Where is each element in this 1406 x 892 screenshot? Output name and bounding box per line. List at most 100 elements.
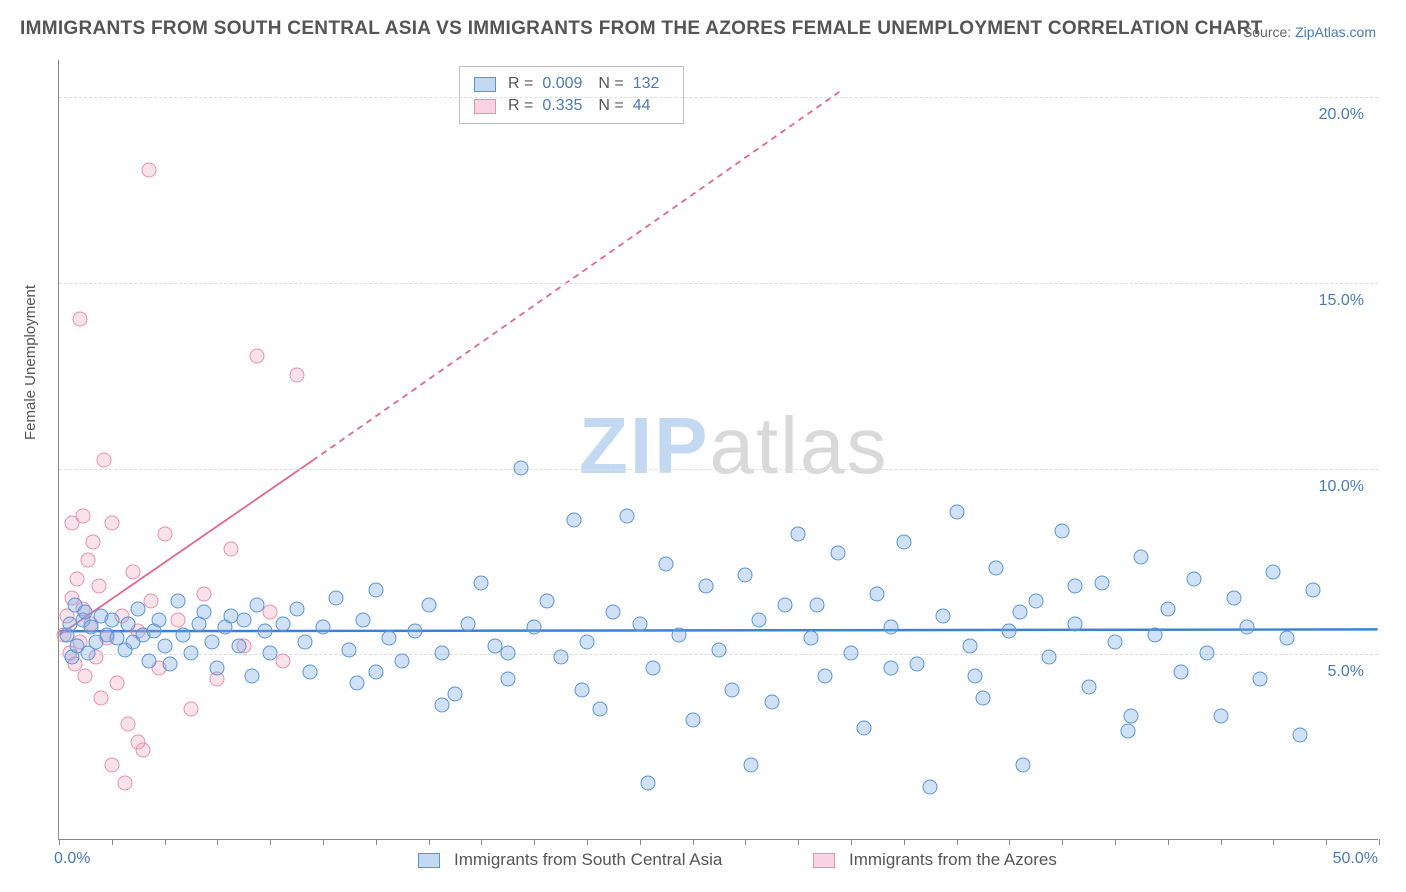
data-point [1094,575,1109,590]
data-point [1160,601,1175,616]
data-point [632,616,647,631]
stat-r-label: R = [508,73,533,95]
x-tick [1379,839,1380,845]
legend-label-pink: Immigrants from the Azores [849,850,1057,870]
stat-r-value-blue: 0.009 [539,73,592,95]
data-point [1174,664,1189,679]
data-point [170,594,185,609]
x-tick [112,839,113,845]
data-point [302,664,317,679]
data-point [593,702,608,717]
trend-lines [59,60,1378,839]
data-point [96,453,111,468]
data-point [408,624,423,639]
data-point [141,653,156,668]
data-point [619,508,634,523]
data-point [778,598,793,613]
data-point [1187,572,1202,587]
data-point [574,683,589,698]
data-point [659,557,674,572]
data-point [152,612,167,627]
data-point [395,653,410,668]
x-tick [904,839,905,845]
data-point [244,668,259,683]
watermark: ZIPatlas [579,400,888,492]
data-point [514,460,529,475]
data-point [125,564,140,579]
data-point [1081,679,1096,694]
data-point [210,661,225,676]
swatch-pink-icon [813,853,835,868]
watermark-atlas: atlas [709,401,888,490]
data-point [1253,672,1268,687]
stat-r-value-pink: 0.335 [539,95,592,117]
data-point [830,546,845,561]
x-tick [481,839,482,845]
data-point [144,594,159,609]
data-point [104,612,119,627]
x-tick [798,839,799,845]
x-tick [59,839,60,845]
data-point [170,612,185,627]
legend-item-pink: Immigrants from the Azores [813,850,1057,870]
data-point [844,646,859,661]
y-tick-label: 5.0% [1328,663,1364,681]
data-point [1213,709,1228,724]
data-point [712,642,727,657]
data-point [184,646,199,661]
x-tick-label-min: 0.0% [54,850,90,868]
plot-region: ZIPatlas R = 0.009 N = 132 R = 0.335 N =… [58,60,1378,840]
data-point [184,702,199,717]
x-tick [1062,839,1063,845]
data-point [976,690,991,705]
data-point [1123,709,1138,724]
data-point [81,553,96,568]
data-point [1279,631,1294,646]
data-point [70,572,85,587]
data-point [1226,590,1241,605]
data-point [157,638,172,653]
data-point [342,642,357,657]
x-tick [640,839,641,845]
data-point [1200,646,1215,661]
data-point [1002,624,1017,639]
data-point [1055,523,1070,538]
x-tick [851,839,852,845]
source-attribution: Source: ZipAtlas.com [1243,24,1376,40]
data-point [448,687,463,702]
data-point [817,668,832,683]
data-point [197,586,212,601]
data-point [205,635,220,650]
swatch-blue-icon [418,853,440,868]
stat-n-label: N = [598,95,623,117]
data-point [553,650,568,665]
gridline [59,97,1378,98]
data-point [527,620,542,635]
data-point [764,694,779,709]
swatch-blue-icon [474,77,496,92]
data-point [257,624,272,639]
x-tick [587,839,588,845]
x-tick [957,839,958,845]
watermark-zip: ZIP [579,401,709,490]
data-point [91,579,106,594]
data-point [646,661,661,676]
data-point [250,349,265,364]
source-link[interactable]: ZipAtlas.com [1295,24,1376,40]
y-tick-label: 10.0% [1319,478,1364,496]
data-point [857,720,872,735]
data-point [1068,579,1083,594]
data-point [1306,583,1321,598]
data-point [883,620,898,635]
data-point [157,527,172,542]
data-point [141,163,156,178]
x-tick [1115,839,1116,845]
data-point [791,527,806,542]
data-point [176,627,191,642]
data-point [1147,627,1162,642]
data-point [120,716,135,731]
data-point [276,616,291,631]
data-point [162,657,177,672]
data-point [329,590,344,605]
data-point [276,653,291,668]
